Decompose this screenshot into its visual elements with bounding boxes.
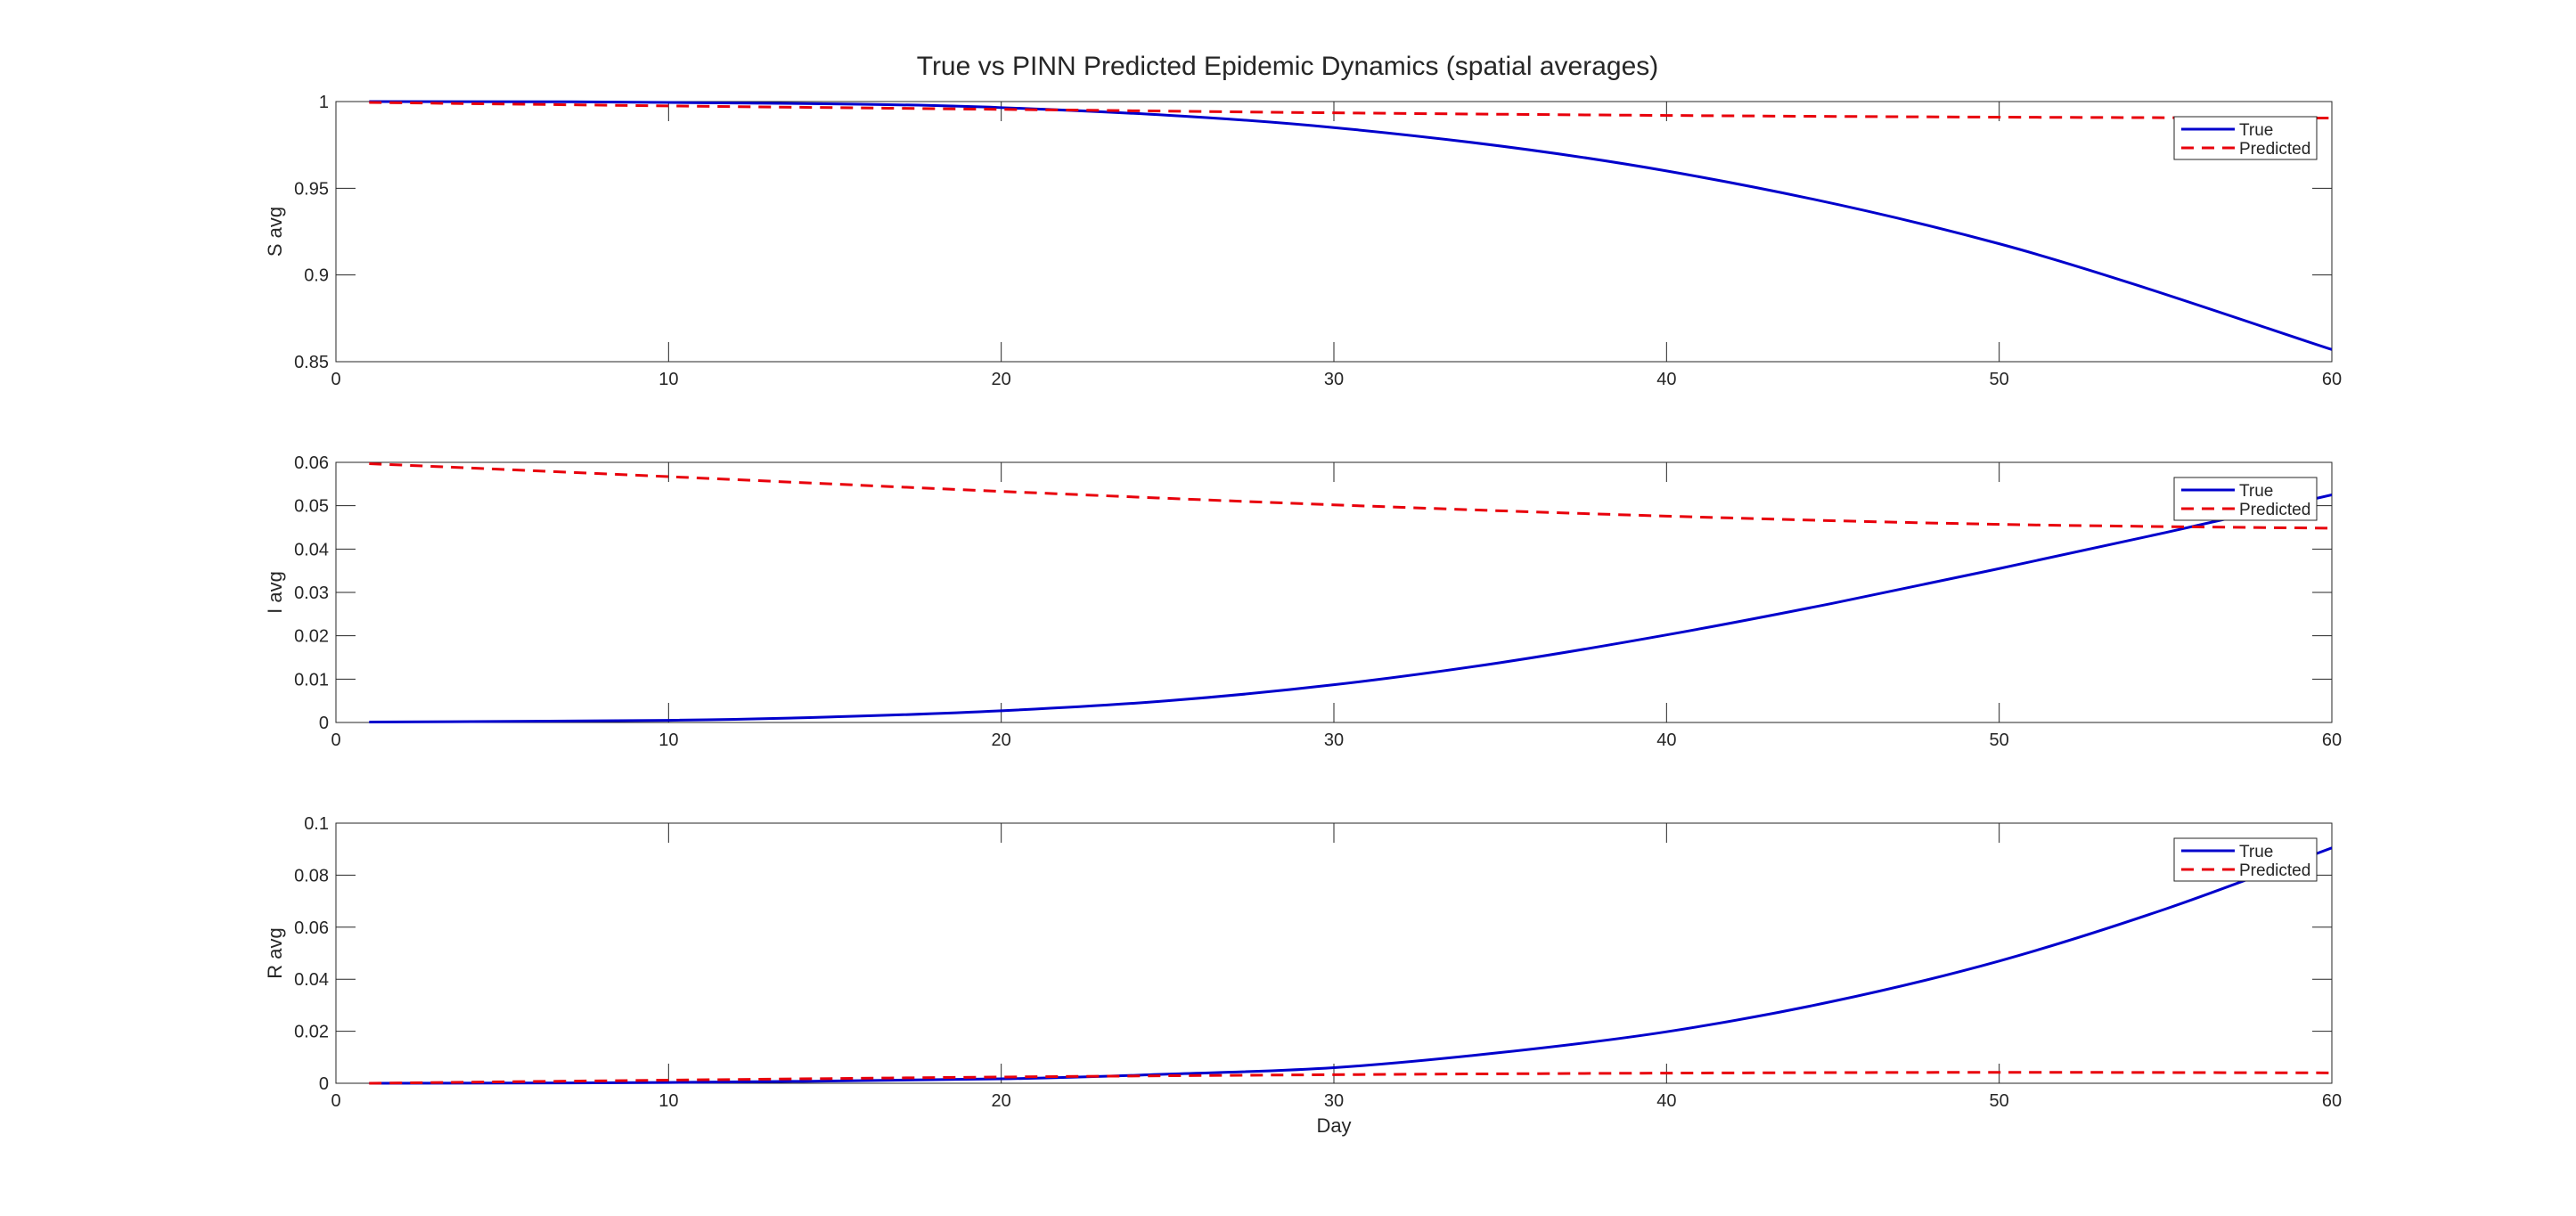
y-tick-label: 0 — [319, 714, 329, 733]
x-tick-label: 0 — [331, 1091, 340, 1111]
axes-box — [335, 822, 2333, 1084]
y-axis-label: R avg — [264, 927, 286, 978]
x-tick-label: 60 — [2322, 370, 2342, 389]
x-tick-label: 10 — [658, 730, 678, 750]
legend-box — [2173, 116, 2318, 160]
x-tick-label: 40 — [1656, 1091, 1676, 1111]
legend-label-true: True — [2239, 843, 2273, 861]
subplot-3: 0 10 20 30 40 50 60 0 0.02 0.04 0.06 0.08 0.1 R avg Tr… — [264, 814, 2342, 1111]
x-tick-label: 0 — [331, 370, 340, 389]
series-line-predicted — [369, 1071, 2332, 1085]
y-tick-label: 0 — [319, 1074, 329, 1094]
series-line-true — [369, 100, 2332, 351]
axes-box — [335, 101, 2333, 363]
x-tick-label: 20 — [992, 370, 1011, 389]
y-tick-label: 0.02 — [294, 627, 329, 647]
y-tick-label: 0.04 — [294, 540, 329, 559]
x-tick-label: 60 — [2322, 1091, 2342, 1111]
y-tick-label: 1 — [319, 93, 329, 112]
x-tick-label: 30 — [1324, 730, 1344, 750]
x-tick-label: 50 — [1990, 1091, 2009, 1111]
x-tick-label: 20 — [992, 730, 1011, 750]
series-line-predicted — [369, 461, 2332, 530]
x-axis-label: Day — [1316, 1114, 1351, 1137]
legend-label-predicted: Predicted — [2239, 501, 2310, 519]
y-axis-label: S avg — [264, 207, 286, 257]
x-tick-label: 40 — [1656, 370, 1676, 389]
y-tick-label: 0.05 — [294, 497, 329, 517]
legend-label-predicted: Predicted — [2239, 140, 2310, 159]
x-tick-label: 30 — [1324, 1091, 1344, 1111]
x-tick-label: 40 — [1656, 730, 1676, 750]
x-tick-label: 0 — [331, 730, 340, 750]
x-tick-label: 50 — [1990, 370, 2009, 389]
y-tick-label: 0.06 — [294, 453, 329, 473]
x-tick-label: 10 — [658, 370, 678, 389]
y-tick-label: 0.01 — [294, 670, 329, 690]
y-tick-label: 0.95 — [294, 179, 329, 199]
x-tick-label: 20 — [992, 1091, 1011, 1111]
y-tick-label: 0.04 — [294, 970, 329, 990]
series-line-true — [369, 846, 2332, 1085]
legend-label-true: True — [2239, 482, 2273, 501]
x-tick-label: 10 — [658, 1091, 678, 1111]
series-line-true — [369, 494, 2332, 724]
chart-title: True vs PINN Predicted Epidemic Dynamics… — [917, 52, 1659, 81]
x-tick-label: 60 — [2322, 730, 2342, 750]
x-tick-label: 30 — [1324, 370, 1344, 389]
legend-box — [2173, 837, 2318, 882]
legend-label-true: True — [2239, 121, 2273, 140]
y-tick-label: 0.02 — [294, 1023, 329, 1042]
y-tick-label: 0.08 — [294, 866, 329, 885]
legend-label-predicted: Predicted — [2239, 861, 2310, 880]
y-tick-label: 0.85 — [294, 353, 329, 372]
series-line-predicted — [369, 101, 2332, 119]
x-tick-label: 50 — [1990, 730, 2009, 750]
y-tick-label: 0.1 — [304, 814, 329, 834]
y-tick-label: 0.06 — [294, 918, 329, 938]
y-axis-label: I avg — [264, 571, 286, 614]
y-tick-label: 0.9 — [304, 266, 329, 286]
y-tick-label: 0.03 — [294, 584, 329, 603]
subplot-1: 0 10 20 30 40 50 60 0.85 0.9 0.95 1 S avg TruePredic… — [264, 93, 2342, 389]
subplot-2: 0 10 20 30 40 50 60 0 0.01 0.02 0.03 0.04 0.05 0.06 I … — [264, 453, 2342, 750]
legend-box — [2173, 477, 2318, 521]
